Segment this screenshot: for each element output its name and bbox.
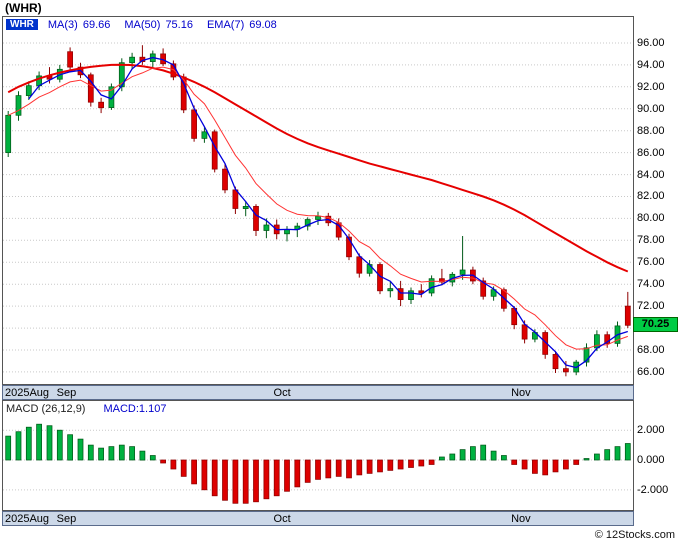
x-axis-label: Sep (56, 386, 77, 399)
ma3-line (28, 56, 628, 369)
macd-y-axis: 2.000 0.000 -2.000 (634, 400, 680, 511)
price-axis-tick: 86.00 (637, 146, 665, 159)
ema7-line (7, 66, 628, 350)
macd-chart-canvas (3, 423, 633, 504)
x-axis-label: Nov (511, 386, 531, 399)
x-axis-label: 2025Aug (5, 512, 50, 525)
macd-panel: MACD (26,12,9) MACD:1.107 (2, 400, 634, 511)
price-axis-tick: 96.00 (637, 36, 665, 49)
x-axis-strip-main: 2025Aug Sep Oct Nov (2, 385, 634, 400)
watermark-credit: © 12Stocks.com (594, 529, 675, 541)
price-axis-tick: 74.00 (637, 278, 665, 291)
price-axis-tick: 80.00 (637, 212, 665, 225)
price-gridlines (3, 42, 633, 373)
x-axis-label: Oct (273, 386, 291, 399)
price-axis-tick: 92.00 (637, 80, 665, 93)
ma3-value: 69.66 (82, 18, 111, 31)
price-chart-canvas (3, 42, 633, 377)
ticker-symbol-badge: WHR (6, 19, 38, 30)
macd-legend: MACD (26,12,9) MACD:1.107 (3, 401, 633, 416)
price-axis-tick: 76.00 (637, 256, 665, 269)
price-chart-panel: WHR MA(3) 69.66 MA(50) 75.16 EMA(7) 69.0… (2, 16, 634, 385)
ma50-label: MA(50) (124, 18, 161, 31)
x-axis-strip-macd: 2025Aug Sep Oct Nov (2, 511, 634, 526)
x-axis-label: 2025Aug (5, 386, 50, 399)
ema7-label: EMA(7) (206, 18, 245, 31)
ma50-line (7, 63, 629, 273)
price-y-axis: 96.00 94.00 92.00 90.00 88.00 86.00 84.00 82.00… (634, 16, 680, 385)
moving-average-lines (7, 56, 629, 369)
macd-axis-tick: -2.000 (637, 483, 669, 496)
macd-current-value: MACD:1.107 (103, 402, 167, 415)
macd-axis-tick: 2.000 (637, 424, 665, 437)
macd-params-label: MACD (26,12,9) (6, 402, 86, 415)
price-axis-tick: 82.00 (637, 190, 665, 203)
price-axis-tick: 88.00 (637, 124, 665, 137)
x-axis-label: Sep (56, 512, 77, 525)
ema7-value: 69.08 (249, 18, 277, 31)
price-axis-tick: 78.00 (637, 234, 665, 247)
macd-histogram-bars (5, 423, 631, 504)
price-axis-tick: 72.00 (637, 300, 665, 313)
price-axis-tick: 94.00 (637, 58, 665, 71)
ma50-value: 75.16 (165, 18, 193, 31)
page-title: (WHR) (5, 1, 42, 15)
price-axis-tick: 90.00 (637, 102, 665, 115)
price-axis-tick: 66.00 (637, 365, 665, 378)
ma3-label: MA(3) (47, 18, 78, 31)
x-axis-label: Nov (511, 512, 531, 525)
x-axis-label: Oct (273, 512, 291, 525)
last-price-badge: 70.25 (633, 317, 678, 333)
price-axis-tick: 84.00 (637, 168, 665, 181)
price-axis-tick: 68.00 (637, 344, 665, 356)
candlesticks (5, 45, 631, 377)
macd-axis-tick: 0.000 (637, 454, 665, 467)
price-legend: WHR MA(3) 69.66 MA(50) 75.16 EMA(7) 69.0… (3, 17, 633, 32)
